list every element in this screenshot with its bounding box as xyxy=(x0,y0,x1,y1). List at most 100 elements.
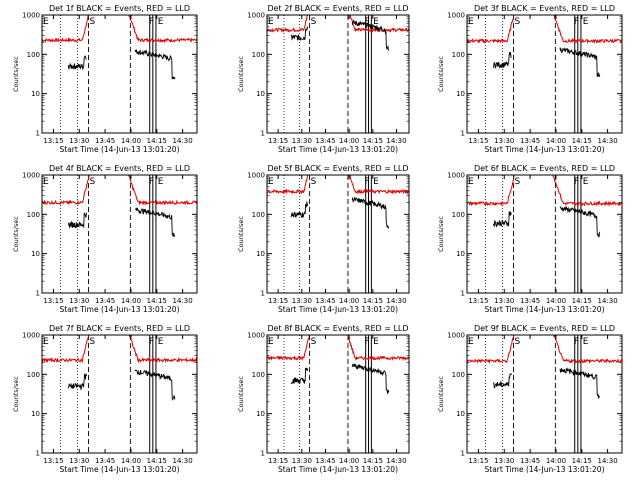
x-tick-label: 13:30 xyxy=(292,297,312,305)
events-series-post xyxy=(559,205,601,238)
panel-title: Det 1f BLACK = Events, RED = LLD xyxy=(49,4,190,13)
x-tick-label: 14:15 xyxy=(147,137,167,145)
x-tick-label: 14:00 xyxy=(121,297,141,305)
events-series-post xyxy=(559,367,600,400)
x-tick-label: 14:30 xyxy=(386,297,406,305)
x-tick-label: 14:15 xyxy=(572,457,592,465)
panel-det-1: 1 10 100 1000 13:15 13:30 13:45 14:00 14:15 14:30… xyxy=(12,4,198,154)
flag-saa-end: E xyxy=(583,337,589,347)
y-tick-label: 1 xyxy=(461,450,465,458)
x-tick-label: 14:00 xyxy=(339,457,359,465)
y-tick-label: 10 xyxy=(31,410,40,418)
flag-saa-end: E xyxy=(373,177,379,187)
x-tick-label: 14:30 xyxy=(598,457,618,465)
events-series-pre xyxy=(67,373,87,391)
y-tick-label: 1 xyxy=(261,290,265,298)
plot-area xyxy=(467,335,622,453)
events-series-pre xyxy=(492,211,512,228)
flag-saa-end: E xyxy=(373,337,379,347)
x-tick-label: 13:15 xyxy=(268,297,288,305)
plot-frame xyxy=(466,334,623,454)
plot-frame xyxy=(466,174,623,294)
panel-title: Det 4f BLACK = Events, RED = LLD xyxy=(49,164,190,173)
y-tick-label: 100 xyxy=(27,51,40,59)
plot-area xyxy=(267,175,409,293)
x-tick-label: 14:30 xyxy=(598,137,618,145)
panel-det-9: 1 10 100 1000 13:15 13:30 13:45 14:00 14:15 14:30… xyxy=(437,324,623,474)
y-tick-label: 100 xyxy=(452,211,465,219)
plot-frame xyxy=(466,14,623,134)
y-tick-label: 10 xyxy=(256,90,265,98)
events-series-pre xyxy=(492,51,512,69)
x-tick-label: 13:30 xyxy=(494,137,514,145)
plot-frame xyxy=(41,174,198,294)
x-tick-label: 14:00 xyxy=(339,137,359,145)
panel-det-8: 1 10 100 1000 13:15 13:30 13:45 14:00 14:15 14:30… xyxy=(237,324,410,474)
events-series-pre xyxy=(67,55,87,71)
x-tick-label: 13:45 xyxy=(95,297,115,305)
y-tick-label: 100 xyxy=(27,371,40,379)
panel-title: Det 5f BLACK = Events, RED = LLD xyxy=(267,164,408,173)
plot-area xyxy=(42,335,197,453)
x-tick-label: 13:30 xyxy=(292,457,312,465)
events-series-post xyxy=(559,47,601,78)
flag-saa-start: S xyxy=(515,17,521,27)
x-tick-label: 14:00 xyxy=(339,297,359,305)
y-tick-label: 10 xyxy=(256,410,265,418)
events-series-post xyxy=(134,207,176,238)
plot-area xyxy=(42,175,197,293)
y-tick-label: 100 xyxy=(252,51,265,59)
x-tick-label: 14:15 xyxy=(363,137,383,145)
x-tick-label: 13:15 xyxy=(268,457,288,465)
panel-det-5: 1 10 100 1000 13:15 13:30 13:45 14:00 14:15 14:30… xyxy=(237,164,410,314)
x-tick-label: 13:45 xyxy=(95,457,115,465)
x-tick-label: 13:15 xyxy=(468,297,488,305)
plot-area xyxy=(467,15,622,133)
events-series-pre xyxy=(67,212,87,229)
x-tick-label: 13:30 xyxy=(494,457,514,465)
y-tick-label: 10 xyxy=(256,250,265,258)
panel-title: Det 6f BLACK = Events, RED = LLD xyxy=(474,164,615,173)
flag-saa-start: S xyxy=(90,177,96,187)
flag-saa-start: S xyxy=(515,337,521,347)
y-axis-label: Counts/sec xyxy=(12,56,20,92)
flag-mid: F xyxy=(149,17,154,27)
y-tick-label: 100 xyxy=(252,211,265,219)
x-tick-label: 14:30 xyxy=(173,457,193,465)
lld-series-pre xyxy=(267,15,308,33)
lld-series-pre xyxy=(42,175,90,206)
events-series-pre xyxy=(493,373,512,389)
panel-det-3: 1 10 100 1000 13:15 13:30 13:45 14:00 14:15 14:30… xyxy=(437,4,623,154)
x-tick-label: 13:15 xyxy=(43,457,63,465)
x-tick-label: 13:15 xyxy=(43,137,63,145)
x-tick-label: 14:15 xyxy=(363,457,383,465)
x-tick-label: 14:30 xyxy=(386,137,406,145)
flag-mid: F xyxy=(149,177,154,187)
flag-saa-end: E xyxy=(373,17,379,27)
flag-saa-start: S xyxy=(311,337,317,347)
events-series-post xyxy=(134,369,176,401)
x-tick-label: 13:45 xyxy=(520,137,540,145)
y-tick-label: 1000 xyxy=(247,332,265,340)
lld-series-pre xyxy=(467,175,515,207)
x-axis-label: Start Time (14-Jun-13 13:01:20) xyxy=(278,465,398,474)
y-axis-label: Counts/sec xyxy=(237,376,245,412)
x-tick-label: 14:30 xyxy=(386,457,406,465)
x-tick-label: 13:45 xyxy=(315,457,335,465)
y-tick-label: 10 xyxy=(456,250,465,258)
lld-series-post xyxy=(552,175,622,207)
x-tick-label: 13:15 xyxy=(468,137,488,145)
flag-start: E xyxy=(468,17,474,27)
panel-title: Det 9f BLACK = Events, RED = LLD xyxy=(474,324,615,333)
flag-mid: F xyxy=(574,337,579,347)
x-tick-label: 13:45 xyxy=(315,297,335,305)
lld-series-post xyxy=(128,15,197,44)
x-axis-label: Start Time (14-Jun-13 13:01:20) xyxy=(60,305,180,314)
flag-start: E xyxy=(43,177,49,187)
x-tick-label: 13:45 xyxy=(315,137,335,145)
x-axis-label: Start Time (14-Jun-13 13:01:20) xyxy=(60,145,180,154)
y-tick-label: 1000 xyxy=(447,12,465,20)
panel-det-4: 1 10 100 1000 13:15 13:30 13:45 14:00 14:15 14:30… xyxy=(12,164,198,314)
y-axis-label: Counts/sec xyxy=(437,216,445,252)
x-tick-label: 14:15 xyxy=(363,297,383,305)
